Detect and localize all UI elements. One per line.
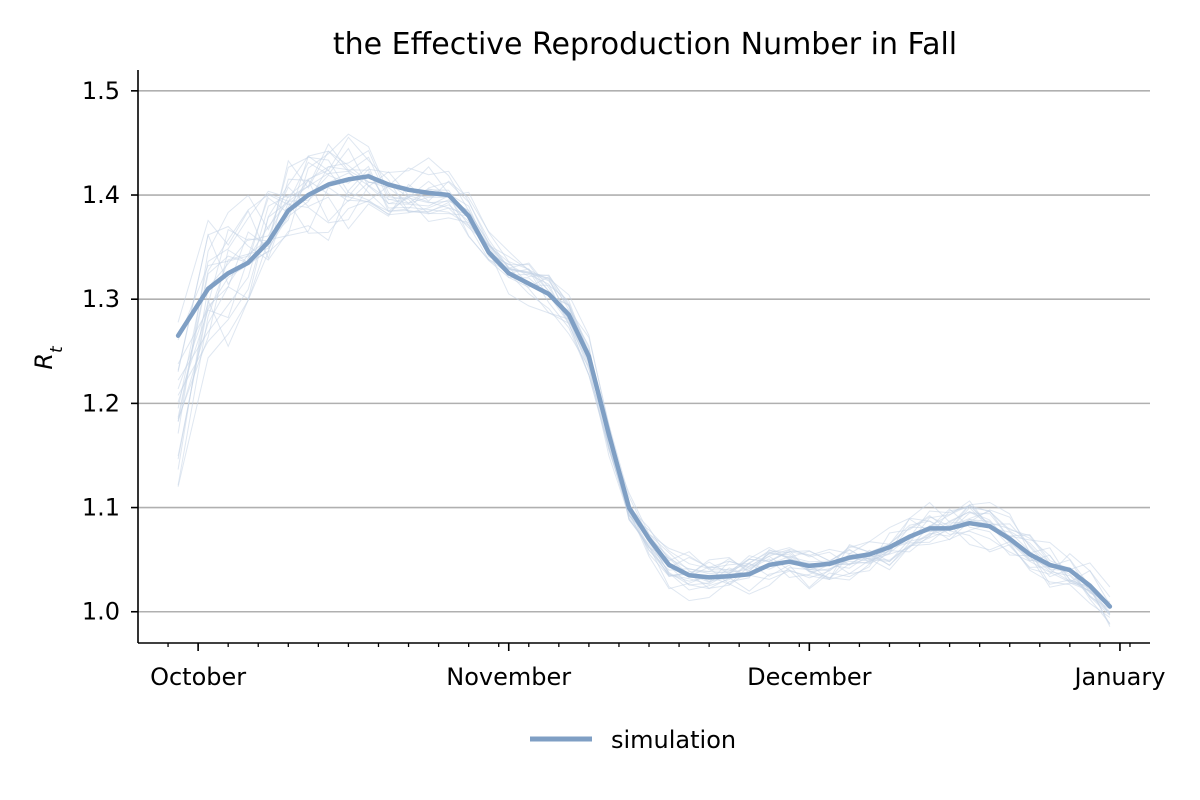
faint-series-line [177, 150, 1111, 627]
faint-series-line [177, 180, 1111, 618]
faint-series-line [177, 150, 1111, 625]
x-tick-label: November [446, 663, 571, 691]
faint-simulation-lines [177, 133, 1111, 627]
faint-series-line [177, 169, 1111, 607]
y-axis-ticks: 1.0 1.1 1.2 1.3 1.4 1.5 [82, 77, 138, 626]
main-series [175, 174, 1113, 609]
x-tick-label: October [150, 663, 246, 691]
x-tick-label: January [1072, 663, 1165, 691]
legend: simulation [530, 726, 736, 754]
faint-series-line [177, 156, 1111, 616]
faint-series-line [177, 185, 1111, 614]
faint-series-line [177, 133, 1111, 610]
legend-label: simulation [611, 726, 736, 754]
y-tick-label: 1.1 [82, 494, 120, 522]
y-axis-label: Rt [30, 345, 67, 370]
y-axis-label-main: R [30, 353, 58, 370]
y-tick-label: 1.4 [82, 181, 120, 209]
chart-title: the Effective Reproduction Number in Fal… [333, 27, 957, 62]
y-tick-label: 1.2 [82, 389, 120, 417]
faint-series-line [177, 178, 1111, 613]
y-axis-label-subscript: t [47, 345, 67, 353]
x-axis-ticks: October November December January [150, 643, 1165, 691]
faint-series-line [177, 149, 1111, 615]
faint-series-line [177, 157, 1111, 598]
y-tick-label: 1.5 [82, 77, 120, 105]
x-tick-label: December [747, 663, 872, 691]
series-line-simulation [175, 174, 1113, 609]
axes [137, 70, 1150, 644]
y-tick-label: 1.3 [82, 285, 120, 313]
faint-series-line [177, 172, 1111, 624]
faint-series-line [177, 179, 1111, 615]
y-tick-label: 1.0 [82, 598, 120, 626]
